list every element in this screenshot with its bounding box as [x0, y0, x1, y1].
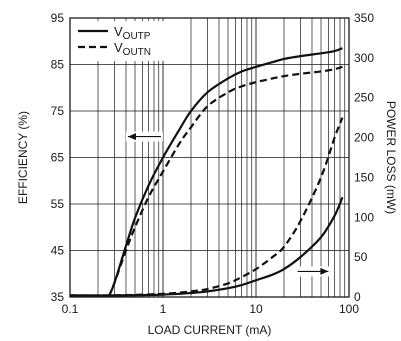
- y-tick-label-left: 35: [51, 290, 65, 304]
- plot-frame: [69, 17, 350, 298]
- x-tick-label: 1: [160, 302, 167, 316]
- x-tick-label: 0.1: [62, 302, 79, 316]
- y-tick-label-left: 75: [51, 104, 65, 118]
- y-tick-label-right: 100: [354, 210, 374, 224]
- arrow-right-icon: [320, 267, 329, 275]
- y-tick-label-right: 200: [354, 131, 374, 145]
- y-axis-label-right: POWER LOSS (mW): [384, 101, 398, 214]
- legend-label: VOUTP: [114, 24, 151, 42]
- efficiency-curve-dashed: [107, 65, 343, 298]
- y-tick-label-right: 150: [354, 170, 374, 184]
- y-tick-label-right: 300: [354, 51, 374, 65]
- legend-label: VOUTN: [114, 40, 151, 58]
- arrow-left-icon: [127, 133, 136, 141]
- power-loss-curve-dashed: [69, 117, 344, 297]
- x-axis-label: LOAD CURRENT (mA): [148, 323, 272, 337]
- x-tick-label: 10: [249, 302, 263, 316]
- y-tick-label-right: 350: [354, 11, 374, 25]
- y-tick-label-right: 0: [354, 290, 361, 304]
- data-curves: [69, 47, 344, 298]
- y-tick-label-left: 65: [51, 151, 65, 165]
- y-tick-label-right: 250: [354, 91, 374, 105]
- x-tick-label: 100: [339, 302, 359, 316]
- efficiency-curve-solid: [107, 47, 343, 298]
- y-tick-label-left: 85: [51, 58, 65, 72]
- power-loss-curve-solid: [69, 196, 344, 297]
- y-tick-label-left: 55: [51, 197, 65, 211]
- y-tick-label-right: 50: [354, 250, 368, 264]
- y-tick-label-left: 45: [51, 244, 65, 258]
- y-axis-label-left: EFFICIENCY (%): [16, 111, 30, 204]
- legend-background: [73, 21, 185, 61]
- annotations: [125, 131, 331, 277]
- y-tick-label-left: 95: [51, 11, 65, 25]
- tick-labels: 0.1 1 10 100 35 45 55 65 75 85 95 0 50 100 150 200 250 30…: [51, 11, 375, 316]
